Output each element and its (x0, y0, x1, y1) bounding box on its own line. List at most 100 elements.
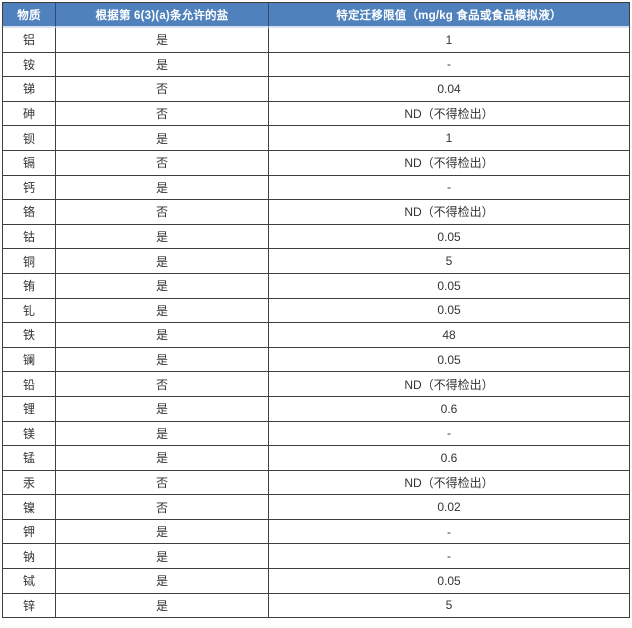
cell-migration-limit: 0.6 (269, 396, 629, 422)
table-row: 钴是 0.05 (3, 224, 629, 250)
cell-migration-limit: - (269, 421, 629, 447)
cell-migration-limit: 0.6 (269, 446, 629, 471)
cell-salt-permitted: 是 (56, 347, 269, 373)
cell-substance: 钆 (3, 298, 56, 324)
cell-substance: 钙 (3, 175, 56, 201)
cell-substance: 铽 (3, 569, 56, 594)
cell-substance: 铁 (3, 323, 56, 348)
cell-substance: 铵 (3, 52, 56, 78)
cell-migration-limit: 0.05 (269, 224, 629, 250)
table-row: 砷否 ND（不得检出） (3, 101, 629, 127)
cell-substance: 钴 (3, 224, 56, 250)
cell-migration-limit: 0.04 (269, 77, 629, 102)
cell-migration-limit: ND（不得检出） (269, 470, 629, 496)
table-row: 锰是 0.6 (3, 446, 629, 471)
cell-salt-permitted: 是 (56, 446, 269, 471)
cell-salt-permitted: 是 (56, 593, 269, 618)
cell-substance: 钾 (3, 519, 56, 545)
cell-migration-limit: 0.02 (269, 495, 629, 520)
substances-migration-table: 物质 根据第 6(3)(a)条允许的盐 特定迁移限值（mg/kg 食品或食品模拟… (2, 2, 630, 619)
table-row: 镍否 0.02 (3, 495, 629, 520)
cell-migration-limit: - (269, 175, 629, 201)
cell-salt-permitted: 是 (56, 569, 269, 594)
table-row: 镉否 ND（不得检出） (3, 150, 629, 176)
cell-salt-permitted: 是 (56, 298, 269, 324)
cell-salt-permitted: 是 (56, 421, 269, 447)
cell-migration-limit: 0.05 (269, 347, 629, 373)
cell-substance: 镉 (3, 150, 56, 176)
cell-salt-permitted: 是 (56, 544, 269, 570)
table-row: 锂是 0.6 (3, 396, 629, 422)
cell-migration-limit: ND（不得检出） (269, 101, 629, 127)
cell-migration-limit: 0.05 (269, 298, 629, 324)
cell-substance: 汞 (3, 470, 56, 496)
cell-substance: 锌 (3, 593, 56, 618)
cell-salt-permitted: 是 (56, 273, 269, 299)
cell-migration-limit: - (269, 519, 629, 545)
cell-substance: 铅 (3, 372, 56, 397)
cell-salt-permitted: 是 (56, 396, 269, 422)
cell-substance: 钡 (3, 126, 56, 151)
cell-salt-permitted: 是 (56, 175, 269, 201)
cell-substance: 铝 (3, 28, 56, 53)
cell-salt-permitted: 是 (56, 52, 269, 78)
cell-migration-limit: ND（不得检出） (269, 150, 629, 176)
cell-salt-permitted: 是 (56, 323, 269, 348)
cell-substance: 铕 (3, 273, 56, 299)
cell-salt-permitted: 是 (56, 28, 269, 53)
cell-migration-limit: 5 (269, 249, 629, 274)
cell-migration-limit: 5 (269, 593, 629, 618)
cell-migration-limit: ND（不得检出） (269, 200, 629, 225)
table-row: 铕是 0.05 (3, 273, 629, 299)
cell-substance: 铜 (3, 249, 56, 274)
table-row: 钆是 0.05 (3, 298, 629, 324)
cell-migration-limit: - (269, 544, 629, 570)
cell-substance: 镍 (3, 495, 56, 520)
cell-salt-permitted: 否 (56, 150, 269, 176)
cell-salt-permitted: 否 (56, 495, 269, 520)
cell-salt-permitted: 否 (56, 372, 269, 397)
cell-migration-limit: 0.05 (269, 273, 629, 299)
column-header-substance: 物质 (3, 3, 56, 28)
cell-salt-permitted: 是 (56, 519, 269, 545)
table-body: 铝是 1 铵是 - 锑否 0.04 砷否 ND（不得检出）钡是 1 镉否 ND（不得检出）钙是 - 铬否… (3, 28, 629, 618)
column-header-sml: 特定迁移限值（mg/kg 食品或食品模拟液） (269, 3, 629, 28)
table-row: 铵是- (3, 52, 629, 78)
cell-migration-limit: ND（不得检出） (269, 372, 629, 397)
table-row: 铽是 0.05 (3, 569, 629, 594)
cell-migration-limit: 48 (269, 323, 629, 348)
table-row: 钙是- (3, 175, 629, 201)
cell-substance: 铬 (3, 200, 56, 225)
cell-substance: 砷 (3, 101, 56, 127)
table-row: 汞否 ND（不得检出） (3, 470, 629, 496)
cell-substance: 锰 (3, 446, 56, 471)
table-row: 铬否 ND（不得检出） (3, 200, 629, 225)
cell-salt-permitted: 否 (56, 77, 269, 102)
cell-substance: 钠 (3, 544, 56, 570)
cell-salt-permitted: 是 (56, 126, 269, 151)
cell-substance: 锑 (3, 77, 56, 102)
cell-migration-limit: 0.05 (269, 569, 629, 594)
cell-substance: 镁 (3, 421, 56, 447)
table-row: 铁是 48 (3, 323, 629, 348)
cell-migration-limit: 1 (269, 126, 629, 151)
cell-salt-permitted: 否 (56, 200, 269, 225)
table-row: 铅否 ND（不得检出） (3, 372, 629, 397)
table-row: 锑否 0.04 (3, 77, 629, 102)
cell-migration-limit: 1 (269, 28, 629, 53)
column-header-permitted-salt: 根据第 6(3)(a)条允许的盐 (56, 3, 269, 28)
cell-salt-permitted: 是 (56, 249, 269, 274)
cell-salt-permitted: 是 (56, 224, 269, 250)
cell-substance: 锂 (3, 396, 56, 422)
table-row: 镁是- (3, 421, 629, 447)
header-row: 物质 根据第 6(3)(a)条允许的盐 特定迁移限值（mg/kg 食品或食品模拟… (3, 3, 629, 28)
cell-substance: 镧 (3, 347, 56, 373)
cell-salt-permitted: 否 (56, 101, 269, 127)
table-row: 镧是 0.05 (3, 347, 629, 373)
cell-salt-permitted: 否 (56, 470, 269, 496)
